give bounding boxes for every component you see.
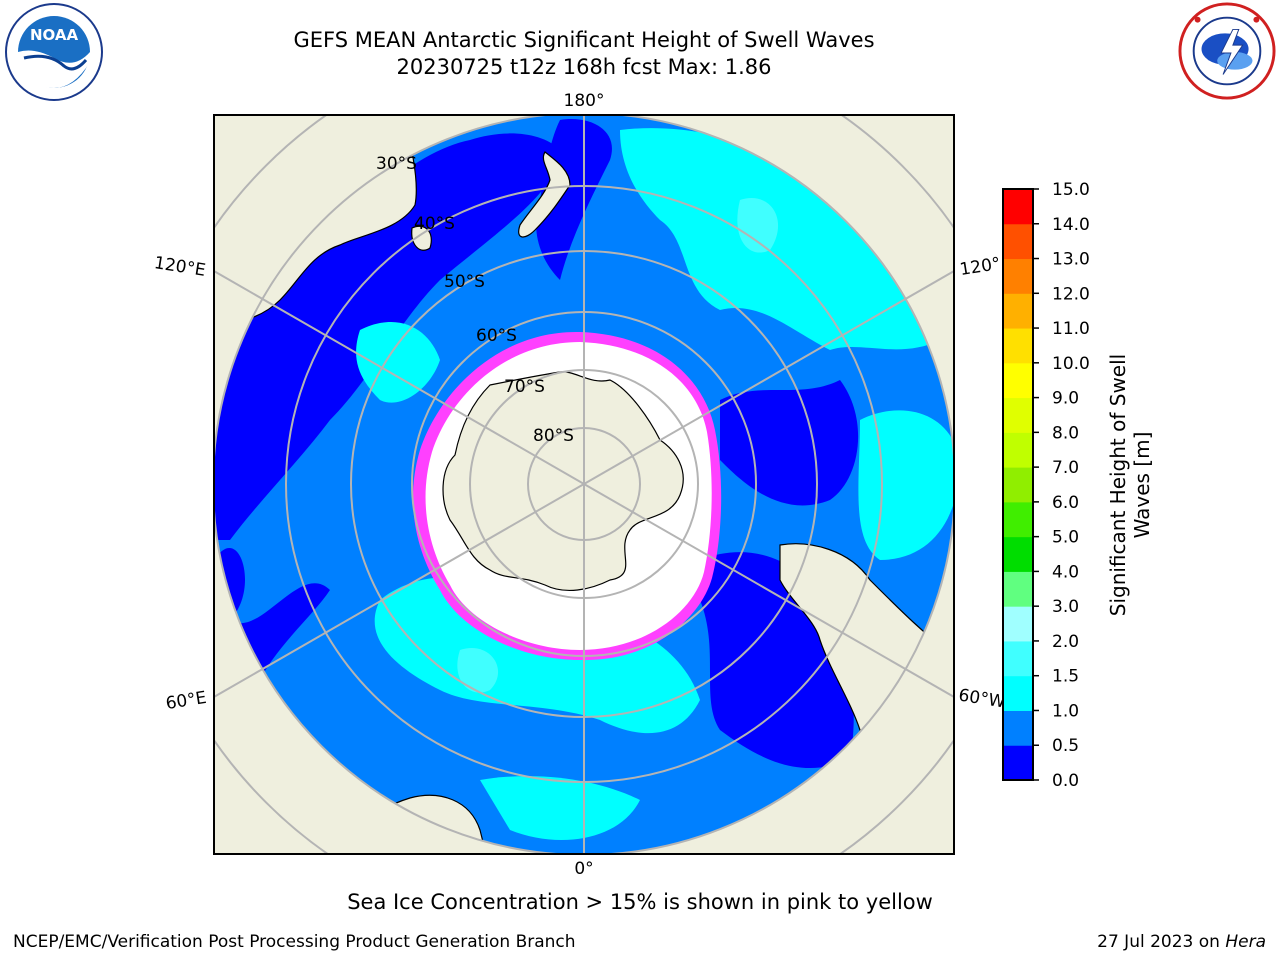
chart-title: GEFS MEAN Antarctic Significant Height o… — [293, 28, 875, 52]
colorbar-tick-label: 12.0 — [1052, 284, 1090, 304]
colorbar-tick-label: 8.0 — [1052, 423, 1079, 443]
colorbar-segment — [1003, 745, 1033, 781]
colorbar-segment — [1003, 258, 1033, 294]
lat-label-40s: 40°S — [414, 214, 455, 234]
colorbar — [1003, 189, 1033, 781]
colorbar-tick-label: 1.0 — [1052, 701, 1079, 721]
lon-label-0: 0° — [574, 859, 593, 879]
lon-label-60e: 60°E — [164, 688, 208, 714]
colorbar-tick-label: 11.0 — [1052, 319, 1090, 339]
new-zealand-landmass — [518, 151, 571, 238]
colorbar-tick-label: 2.0 — [1052, 632, 1079, 652]
longitude-gridlines — [214, 115, 954, 854]
colorbar-tick-label: 0.5 — [1052, 736, 1079, 756]
colorbar-tick-label: 4.0 — [1052, 562, 1079, 582]
lon-label-180: 180° — [564, 91, 605, 111]
swell-higher-region — [737, 198, 779, 253]
swell-low-region — [536, 119, 612, 281]
colorbar-segment — [1003, 606, 1033, 642]
swell-high-region — [480, 776, 640, 840]
colorbar-tick-label: 3.0 — [1052, 597, 1079, 617]
noaa-logo-icon: NOAA — [5, 3, 103, 101]
colorbar-tick-label: 7.0 — [1052, 458, 1079, 478]
colorbar-segment — [1003, 501, 1033, 538]
sea-ice-note: Sea Ice Concentration > 15% is shown in … — [347, 890, 933, 914]
colorbar-segment — [1003, 467, 1033, 503]
longitude-labels: 180° 0° 120°E 60°E 120° 60°W — [153, 91, 1007, 879]
latitude-labels: 30°S 40°S 50°S 60°S 70°S 80°S — [376, 154, 574, 446]
colorbar-tick-label: 14.0 — [1052, 215, 1090, 235]
footer-date: 27 Jul 2023 on Hera — [1097, 932, 1266, 952]
colorbar-ticks: 0.0 0.5 1.0 1.5 2.0 3.0 4.0 5.0 6.0 7.0 8.0 9.0 10.0… — [1033, 180, 1090, 791]
lon-label-120w: 120° — [958, 254, 1002, 280]
lat-label-30s: 30°S — [376, 154, 417, 174]
lat-label-70s: 70°S — [504, 377, 545, 397]
colorbar-tick-label: 9.0 — [1052, 389, 1079, 409]
lat-label-80s: 80°S — [533, 426, 574, 446]
swell-higher-region — [457, 648, 499, 693]
footer-host: Hera — [1225, 932, 1266, 952]
colorbar-tick-label: 15.0 — [1052, 180, 1090, 200]
lon-label-60w: 60°W — [957, 685, 1007, 712]
colorbar-segment — [1003, 432, 1033, 468]
lat-label-60s: 60°S — [476, 326, 517, 346]
colorbar-tick-label: 5.0 — [1052, 528, 1079, 548]
colorbar-segment — [1003, 362, 1033, 399]
colorbar-segment — [1003, 223, 1033, 260]
colorbar-frame — [1002, 188, 1034, 781]
swell-high-region — [356, 321, 440, 403]
colorbar-segment — [1003, 536, 1033, 572]
lon-label-120e: 120°E — [153, 253, 207, 281]
colorbar-tick-label: 6.0 — [1052, 493, 1079, 513]
colorbar-tick-label: 1.5 — [1052, 667, 1079, 687]
colorbar-segment — [1003, 675, 1033, 711]
footer-credit: NCEP/EMC/Verification Post Processing Pr… — [13, 932, 576, 952]
colorbar-segment — [1003, 189, 1033, 225]
lat-label-50s: 50°S — [444, 272, 485, 292]
colorbar-label: Significant Height of Swell Waves [m] — [1106, 353, 1154, 617]
swell-high-region — [858, 410, 954, 560]
colorbar-tick-label: 10.0 — [1052, 354, 1090, 374]
footer-date-text: 27 Jul 2023 on — [1097, 932, 1226, 952]
colorbar-segment — [1003, 328, 1033, 364]
colorbar-segment — [1003, 710, 1033, 746]
noaa-logo-text: NOAA — [30, 26, 79, 44]
chart-subtitle: 20230725 t12z 168h fcst Max: 1.86 — [396, 55, 772, 79]
colorbar-segment — [1003, 571, 1033, 607]
colorbar-segment — [1003, 293, 1033, 329]
swell-low-region — [720, 380, 859, 506]
colorbar-tick-label: 0.0 — [1052, 771, 1079, 791]
swell-high-region — [620, 128, 940, 350]
map-frame — [213, 114, 955, 855]
colorbar-segment — [1003, 397, 1033, 433]
nws-logo-icon — [1178, 2, 1276, 100]
colorbar-tick-label: 13.0 — [1052, 250, 1090, 270]
colorbar-segment — [1003, 640, 1033, 677]
